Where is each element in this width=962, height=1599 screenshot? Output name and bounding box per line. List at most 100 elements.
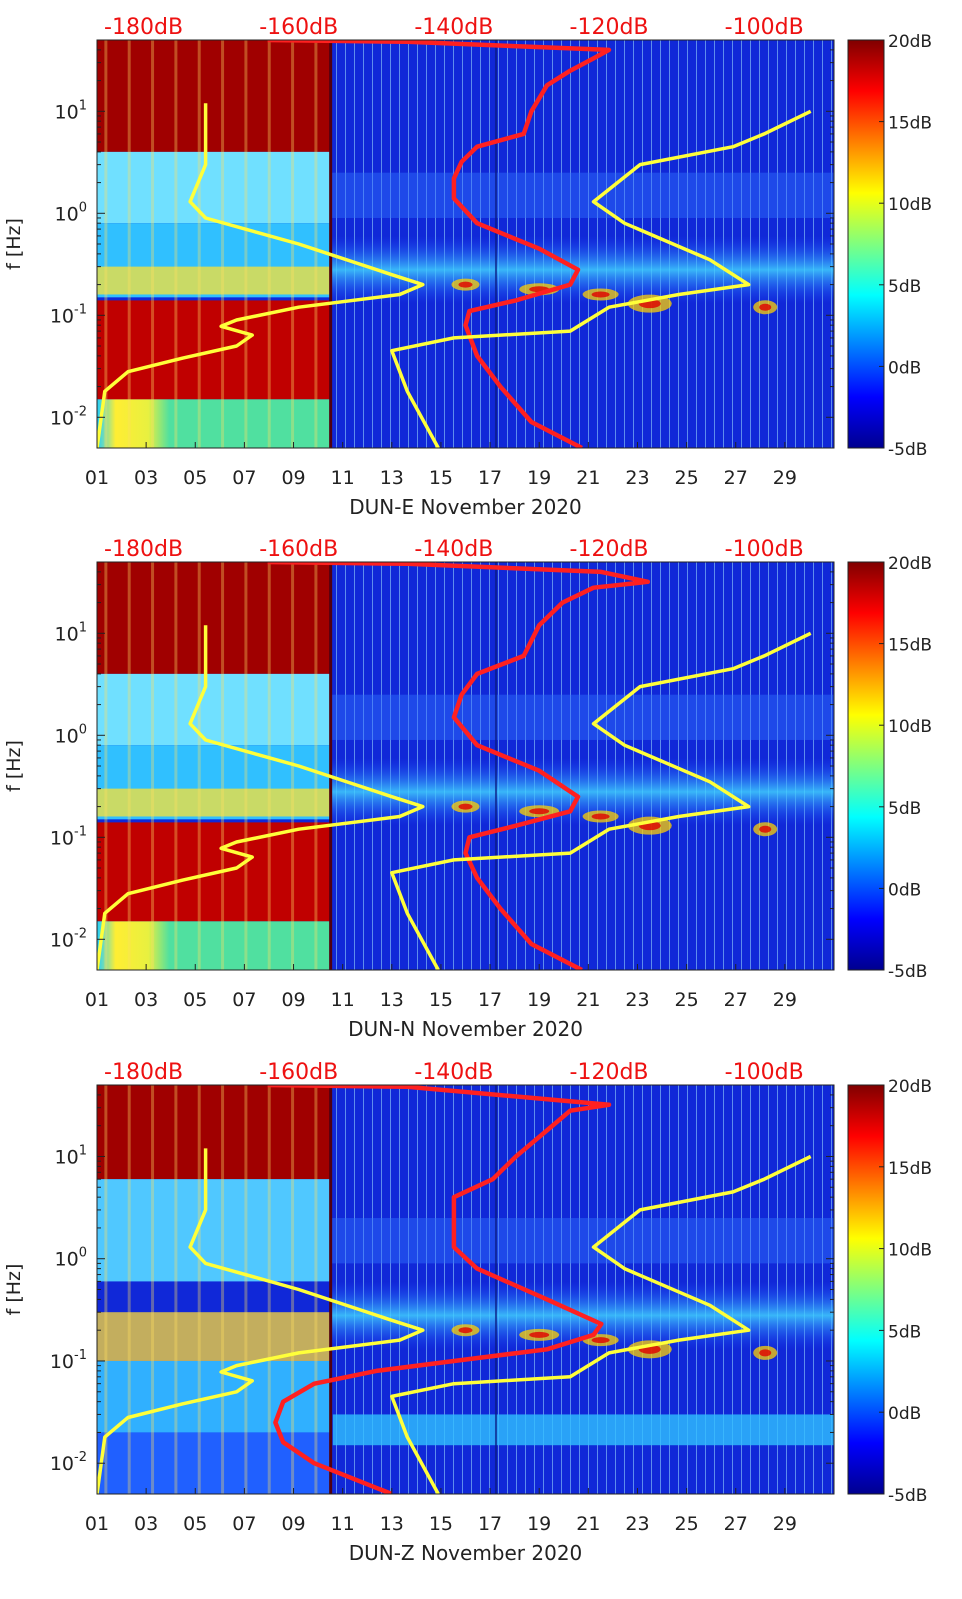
x-axis-label: DUN-Z November 2020 <box>349 1541 583 1565</box>
noise-model-curve-1 <box>97 103 425 448</box>
noise-model-curve-2 <box>390 1154 812 1494</box>
colorbar-tick-label: 10dB <box>888 1241 932 1261</box>
colorbar-tick-label: -5dB <box>888 440 927 460</box>
x-tick-label: 05 <box>183 467 207 489</box>
y-tick-label: 10-2 <box>50 404 87 429</box>
x-tick-label: 27 <box>724 989 748 1011</box>
colorbar-tick-label: 20dB <box>888 554 932 574</box>
colorbar-tick-label: 5dB <box>888 1322 921 1342</box>
top-db-tick-label: -120dB <box>570 15 649 40</box>
colorbar-tick-label: 5dB <box>888 799 921 819</box>
colorbar-tick-label: 10dB <box>888 717 932 737</box>
x-tick-label: 15 <box>429 1513 453 1535</box>
colorbar-tick-label: 0dB <box>888 1404 921 1424</box>
top-db-tick-label: -140dB <box>414 15 493 40</box>
x-tick-label: 03 <box>134 1513 158 1535</box>
x-tick-label: 07 <box>232 467 256 489</box>
x-tick-label: 13 <box>380 989 404 1011</box>
x-tick-label: 29 <box>773 989 797 1011</box>
y-tick-label: 100 <box>55 200 87 225</box>
x-tick-label: 15 <box>429 989 453 1011</box>
y-tick-label: 10-1 <box>50 302 87 327</box>
top-db-tick-label: -160dB <box>259 15 338 40</box>
top-db-tick-label: -100dB <box>725 537 804 562</box>
x-tick-label: 03 <box>134 989 158 1011</box>
x-tick-label: 21 <box>576 989 600 1011</box>
y-tick-label: 101 <box>55 1143 87 1168</box>
spectrogram-panel-dun-n: 01 03 05 07 09 11 13 15 17 19 21 23 25 27 29 10-2 10-1 10… <box>3 537 932 1041</box>
colorbar <box>847 39 885 449</box>
x-tick-label: 27 <box>724 467 748 489</box>
x-axis-label: DUN-N November 2020 <box>348 1017 583 1041</box>
psd-curve <box>267 1085 612 1494</box>
x-tick-label: 01 <box>85 467 109 489</box>
psd-curve <box>267 562 651 970</box>
top-db-tick-label: -120dB <box>570 1060 649 1085</box>
x-tick-label: 25 <box>675 989 699 1011</box>
x-tick-label: 09 <box>281 467 305 489</box>
x-tick-label: 11 <box>331 467 355 489</box>
top-db-tick-label: -180dB <box>104 1060 183 1085</box>
top-db-tick-label: -180dB <box>104 537 183 562</box>
spectrogram-image <box>97 562 834 970</box>
x-tick-label: 07 <box>232 989 256 1011</box>
y-tick-label: 100 <box>55 1246 87 1271</box>
x-tick-label: 17 <box>478 989 502 1011</box>
spectrogram-image <box>97 40 834 448</box>
top-db-tick-label: -100dB <box>725 15 804 40</box>
y-tick-label: 10-1 <box>50 1348 87 1373</box>
colorbar-tick-label: 5dB <box>888 277 921 297</box>
x-tick-label: 11 <box>331 989 355 1011</box>
y-axis-label: f [Hz] <box>3 740 25 792</box>
noise-model-curve-1 <box>97 1148 425 1494</box>
y-tick-label: 10-2 <box>50 926 87 951</box>
x-tick-label: 29 <box>773 467 797 489</box>
colorbar <box>847 561 885 971</box>
y-tick-label: 101 <box>55 620 87 645</box>
x-tick-label: 19 <box>527 467 551 489</box>
x-tick-label: 11 <box>331 1513 355 1535</box>
x-tick-label: 17 <box>478 467 502 489</box>
y-tick-label: 100 <box>55 722 87 747</box>
x-tick-label: 05 <box>183 989 207 1011</box>
top-db-tick-label: -120dB <box>570 537 649 562</box>
x-tick-label: 13 <box>380 467 404 489</box>
colorbar-tick-label: 15dB <box>888 636 932 656</box>
x-tick-label: 07 <box>232 1513 256 1535</box>
x-tick-label: 25 <box>675 1513 699 1535</box>
colorbar-tick-label: 15dB <box>888 1159 932 1179</box>
colorbar-tick-label: 15dB <box>888 114 932 134</box>
top-db-tick-label: -140dB <box>414 1060 493 1085</box>
colorbar-tick-label: 10dB <box>888 195 932 215</box>
top-db-tick-label: -140dB <box>414 537 493 562</box>
x-tick-label: 01 <box>85 989 109 1011</box>
colorbar-tick-label: 0dB <box>888 358 921 378</box>
noise-model-curve-2 <box>390 631 812 970</box>
y-tick-label: 10-1 <box>50 824 87 849</box>
x-tick-label: 23 <box>625 467 649 489</box>
x-tick-label: 29 <box>773 1513 797 1535</box>
colorbar-tick-label: 20dB <box>888 1077 932 1097</box>
x-tick-label: 23 <box>625 989 649 1011</box>
top-db-tick-label: -160dB <box>259 1060 338 1085</box>
top-db-tick-label: -180dB <box>104 15 183 40</box>
x-tick-label: 13 <box>380 1513 404 1535</box>
x-tick-label: 03 <box>134 467 158 489</box>
x-tick-label: 25 <box>675 467 699 489</box>
y-axis-label: f [Hz] <box>3 218 25 270</box>
x-tick-label: 15 <box>429 467 453 489</box>
top-db-tick-label: -100dB <box>725 1060 804 1085</box>
top-db-tick-label: -160dB <box>259 537 338 562</box>
colorbar-tick-label: 20dB <box>888 32 932 52</box>
x-tick-label: 19 <box>527 1513 551 1535</box>
spectrogram-panel-dun-e: 01 03 05 07 09 11 13 15 17 19 21 23 25 27 29 10-2 10-1 10… <box>3 15 932 519</box>
spectrogram-panel-dun-z: 01 03 05 07 09 11 13 15 17 19 21 23 25 27 29 10-2 10-1 10… <box>3 1060 932 1565</box>
x-tick-label: 19 <box>527 989 551 1011</box>
colorbar-tick-label: -5dB <box>888 962 927 982</box>
noise-model-curve-2 <box>390 109 812 448</box>
x-tick-label: 09 <box>281 1513 305 1535</box>
y-tick-label: 10-2 <box>50 1450 87 1475</box>
x-tick-label: 21 <box>576 467 600 489</box>
x-tick-label: 09 <box>281 989 305 1011</box>
